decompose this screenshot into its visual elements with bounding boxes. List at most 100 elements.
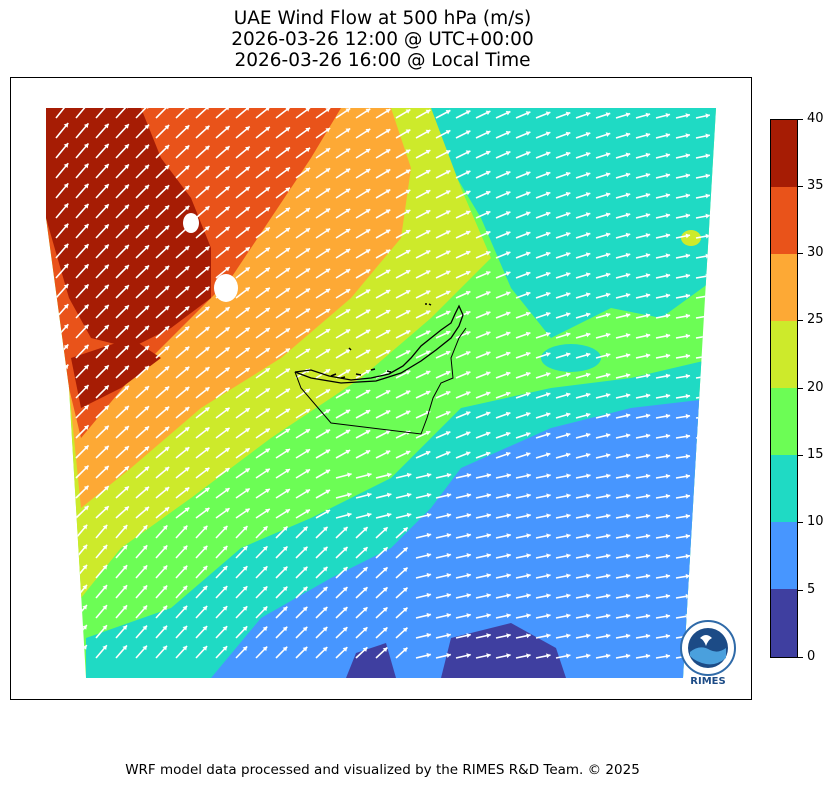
wind-arrow-head (224, 367, 230, 372)
wind-arrow-head (124, 426, 129, 431)
colorbar-tick-25 (798, 320, 803, 321)
wind-arrow-head (202, 626, 208, 631)
wind-arrow-head (282, 626, 288, 632)
wind-arrow-head (202, 525, 208, 531)
wind-arrow-head (505, 411, 511, 417)
wind-arrow-head (365, 269, 371, 274)
rimes-logo: RIMES (676, 618, 740, 688)
wind-arrow-head (425, 370, 431, 376)
wind-arrow-head (245, 166, 250, 172)
wind-arrow-head (406, 492, 412, 498)
title-line-2: 2026-03-26 12:00 @ UTC+00:00 (231, 29, 534, 50)
wind-arrow-head (485, 130, 491, 136)
wind-arrow-head (204, 347, 210, 352)
wind-arrow-head (144, 506, 150, 512)
wind-arrow-head (365, 169, 371, 174)
wind-arrow-head (685, 373, 691, 379)
wind-arrow-head (506, 533, 511, 539)
wind-arrow-head (366, 492, 372, 498)
wind-arrow-head (385, 269, 391, 275)
wind-arrow-head (382, 647, 388, 653)
wind-arrow-head (242, 546, 248, 551)
wind-arrow-head (505, 271, 511, 276)
wind-arrow-head (665, 393, 671, 399)
colorbar-label: 5 (807, 582, 816, 597)
wind-arrow-head (486, 573, 491, 579)
wind-arrow-head (124, 305, 129, 310)
wind-arrow-head (104, 164, 109, 169)
wind-arrow-head (164, 466, 170, 472)
wind-arrow-head (625, 453, 631, 459)
wind-arrow-head (142, 525, 148, 530)
wind-arrow-head (164, 446, 170, 452)
wind-arrow-head (525, 291, 531, 297)
uae-land-border (294, 327, 467, 435)
wind-arrow-head (124, 345, 129, 351)
wind-arrow-head (83, 284, 89, 290)
wind-arrow-head (282, 646, 288, 652)
rimes-emblem-icon (680, 620, 736, 676)
wind-arrow-head (445, 411, 451, 416)
wind-arrow-head (305, 167, 311, 173)
wind-arrow-head (102, 585, 108, 590)
wind-arrow-head (545, 432, 551, 438)
wind-arrow-head (385, 350, 391, 355)
wind-arrow-head (305, 489, 310, 494)
wind-arrow-head (445, 431, 451, 436)
wind-arrow-head (525, 412, 531, 417)
wind-arrow-head (265, 488, 270, 494)
wind-arrow-head (322, 647, 328, 652)
wind-arrow-head (102, 524, 108, 530)
wind-arrow-head (485, 230, 491, 236)
map-panel (10, 77, 752, 700)
wind-arrow-head (665, 633, 671, 639)
wind-arrow-head (586, 473, 591, 479)
wind-arrow-head (164, 165, 170, 170)
wind-arrow-head (342, 627, 348, 632)
wind-arrow-head (265, 368, 270, 373)
wind-arrow-shaft (695, 575, 711, 579)
wind-arrow-head (605, 172, 611, 178)
wind-arrow-head (685, 133, 690, 139)
wind-arrow-head (386, 492, 392, 498)
wind-arrow-head (82, 584, 87, 590)
wind-arrow-head (445, 230, 451, 235)
wind-arrow-head (585, 272, 591, 278)
wind-arrow-head (466, 513, 472, 518)
wind-arrow-head (526, 513, 531, 519)
wind-arrow-head (124, 385, 129, 391)
wind-arrow-head (405, 410, 411, 415)
wind-arrow-head (204, 427, 210, 432)
wind-arrow-head (265, 448, 270, 453)
wind-arrow-head (224, 287, 230, 292)
wind-arrow-head (446, 592, 451, 598)
wind-arrow-head (345, 128, 351, 133)
wind-arrow-head (305, 188, 311, 193)
wind-arrow-head (625, 252, 631, 258)
wind-arrow-shaft (695, 455, 711, 459)
wind-arrow-head (325, 309, 331, 314)
wind-arrow-head (285, 428, 290, 434)
wind-arrow-head (665, 213, 671, 219)
wind-arrow-head (405, 229, 411, 235)
wind-arrow-head (124, 108, 129, 109)
wind-arrow-head (164, 346, 170, 351)
wind-arrow-head (385, 450, 391, 455)
wind-arrow-head (486, 533, 491, 539)
wind-arrow-head (605, 392, 611, 398)
wind-arrow-head (546, 473, 551, 479)
wind-arrow-head (325, 228, 331, 233)
wind-arrow-head (222, 566, 228, 571)
wind-arrow-head (546, 573, 551, 579)
wind-arrow-head (705, 513, 710, 519)
wind-arrow-head (245, 267, 250, 272)
wind-arrow-head (426, 532, 432, 538)
wind-arrow-head (705, 113, 710, 119)
wind-arrow-head (245, 146, 250, 152)
wind-arrow-head (525, 131, 531, 136)
wind-arrow-head (425, 129, 431, 135)
wind-arrow-head (305, 228, 311, 233)
wind-arrow-head (182, 525, 188, 531)
map-title: UAE Wind Flow at 500 hPa (m/s) 2026-03-2… (0, 8, 765, 71)
colorbar (770, 119, 798, 658)
